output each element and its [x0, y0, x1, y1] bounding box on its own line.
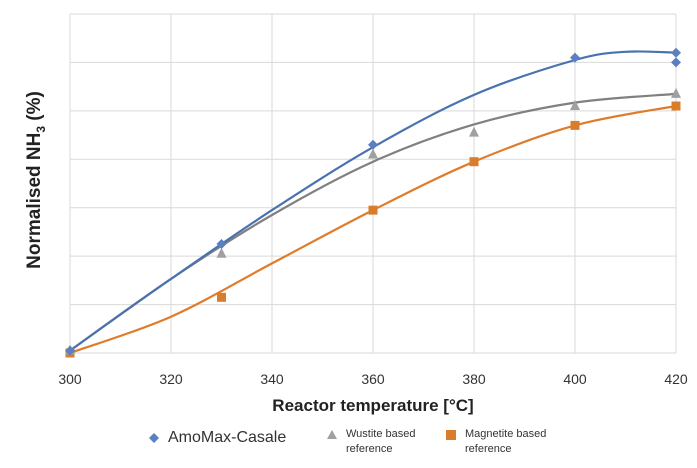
- data-point-diamond: [368, 139, 378, 150]
- data-point-diamond: [570, 52, 580, 63]
- data-point-diamond: [216, 239, 227, 250]
- x-tick-label: 300: [58, 371, 82, 387]
- data-point-triangle: [570, 100, 580, 111]
- triangle-marker-icon: [327, 430, 337, 439]
- data-point-square: [671, 101, 681, 111]
- data-point-triangle: [671, 87, 681, 98]
- x-axis-label: Reactor temperature [°C]: [272, 396, 474, 415]
- y-axis-label-subscript: 3: [33, 125, 48, 133]
- x-tick-label: 420: [664, 371, 688, 387]
- legend-label: Magnetite based reference: [465, 428, 547, 455]
- x-tick-label: 380: [462, 371, 486, 387]
- grid-lines: [69, 13, 677, 354]
- x-tick-label: 400: [563, 371, 587, 387]
- x-tick-labels: 300 320 340 360 380 400 420: [58, 371, 688, 387]
- data-point-triangle: [469, 126, 479, 137]
- data-points: [65, 47, 681, 358]
- y-axis-label: Normalised NH3 (%): [16, 50, 56, 310]
- x-tick-label: 320: [159, 371, 183, 387]
- legend: AmoMax-Casale Wustite based reference Ma…: [0, 424, 697, 464]
- legend-item-magnetite: Magnetite based reference: [445, 427, 585, 457]
- x-tick-label: 340: [260, 371, 284, 387]
- diamond-marker-icon: [149, 433, 159, 443]
- data-point-triangle: [216, 247, 227, 258]
- legend-item-amomax: AmoMax-Casale: [148, 429, 286, 447]
- data-point-square: [368, 205, 378, 215]
- y-axis-label-unit: (%): [24, 91, 46, 126]
- legend-item-wustite: Wustite based reference: [326, 427, 441, 457]
- data-point-triangle: [368, 148, 378, 159]
- data-point-square: [217, 292, 226, 302]
- legend-label: Wustite based reference: [346, 428, 416, 455]
- data-point-diamond: [671, 47, 681, 58]
- legend-label: AmoMax-Casale: [168, 429, 287, 446]
- data-point-diamond: [65, 345, 75, 356]
- square-marker-icon: [446, 430, 456, 440]
- x-tick-label: 360: [361, 371, 385, 387]
- data-point-square: [469, 157, 479, 167]
- data-point-square: [570, 120, 580, 130]
- trend-line-diamond: [69, 50, 677, 352]
- y-axis-label-main: Normalised NH: [24, 132, 46, 269]
- data-point-diamond: [671, 57, 681, 68]
